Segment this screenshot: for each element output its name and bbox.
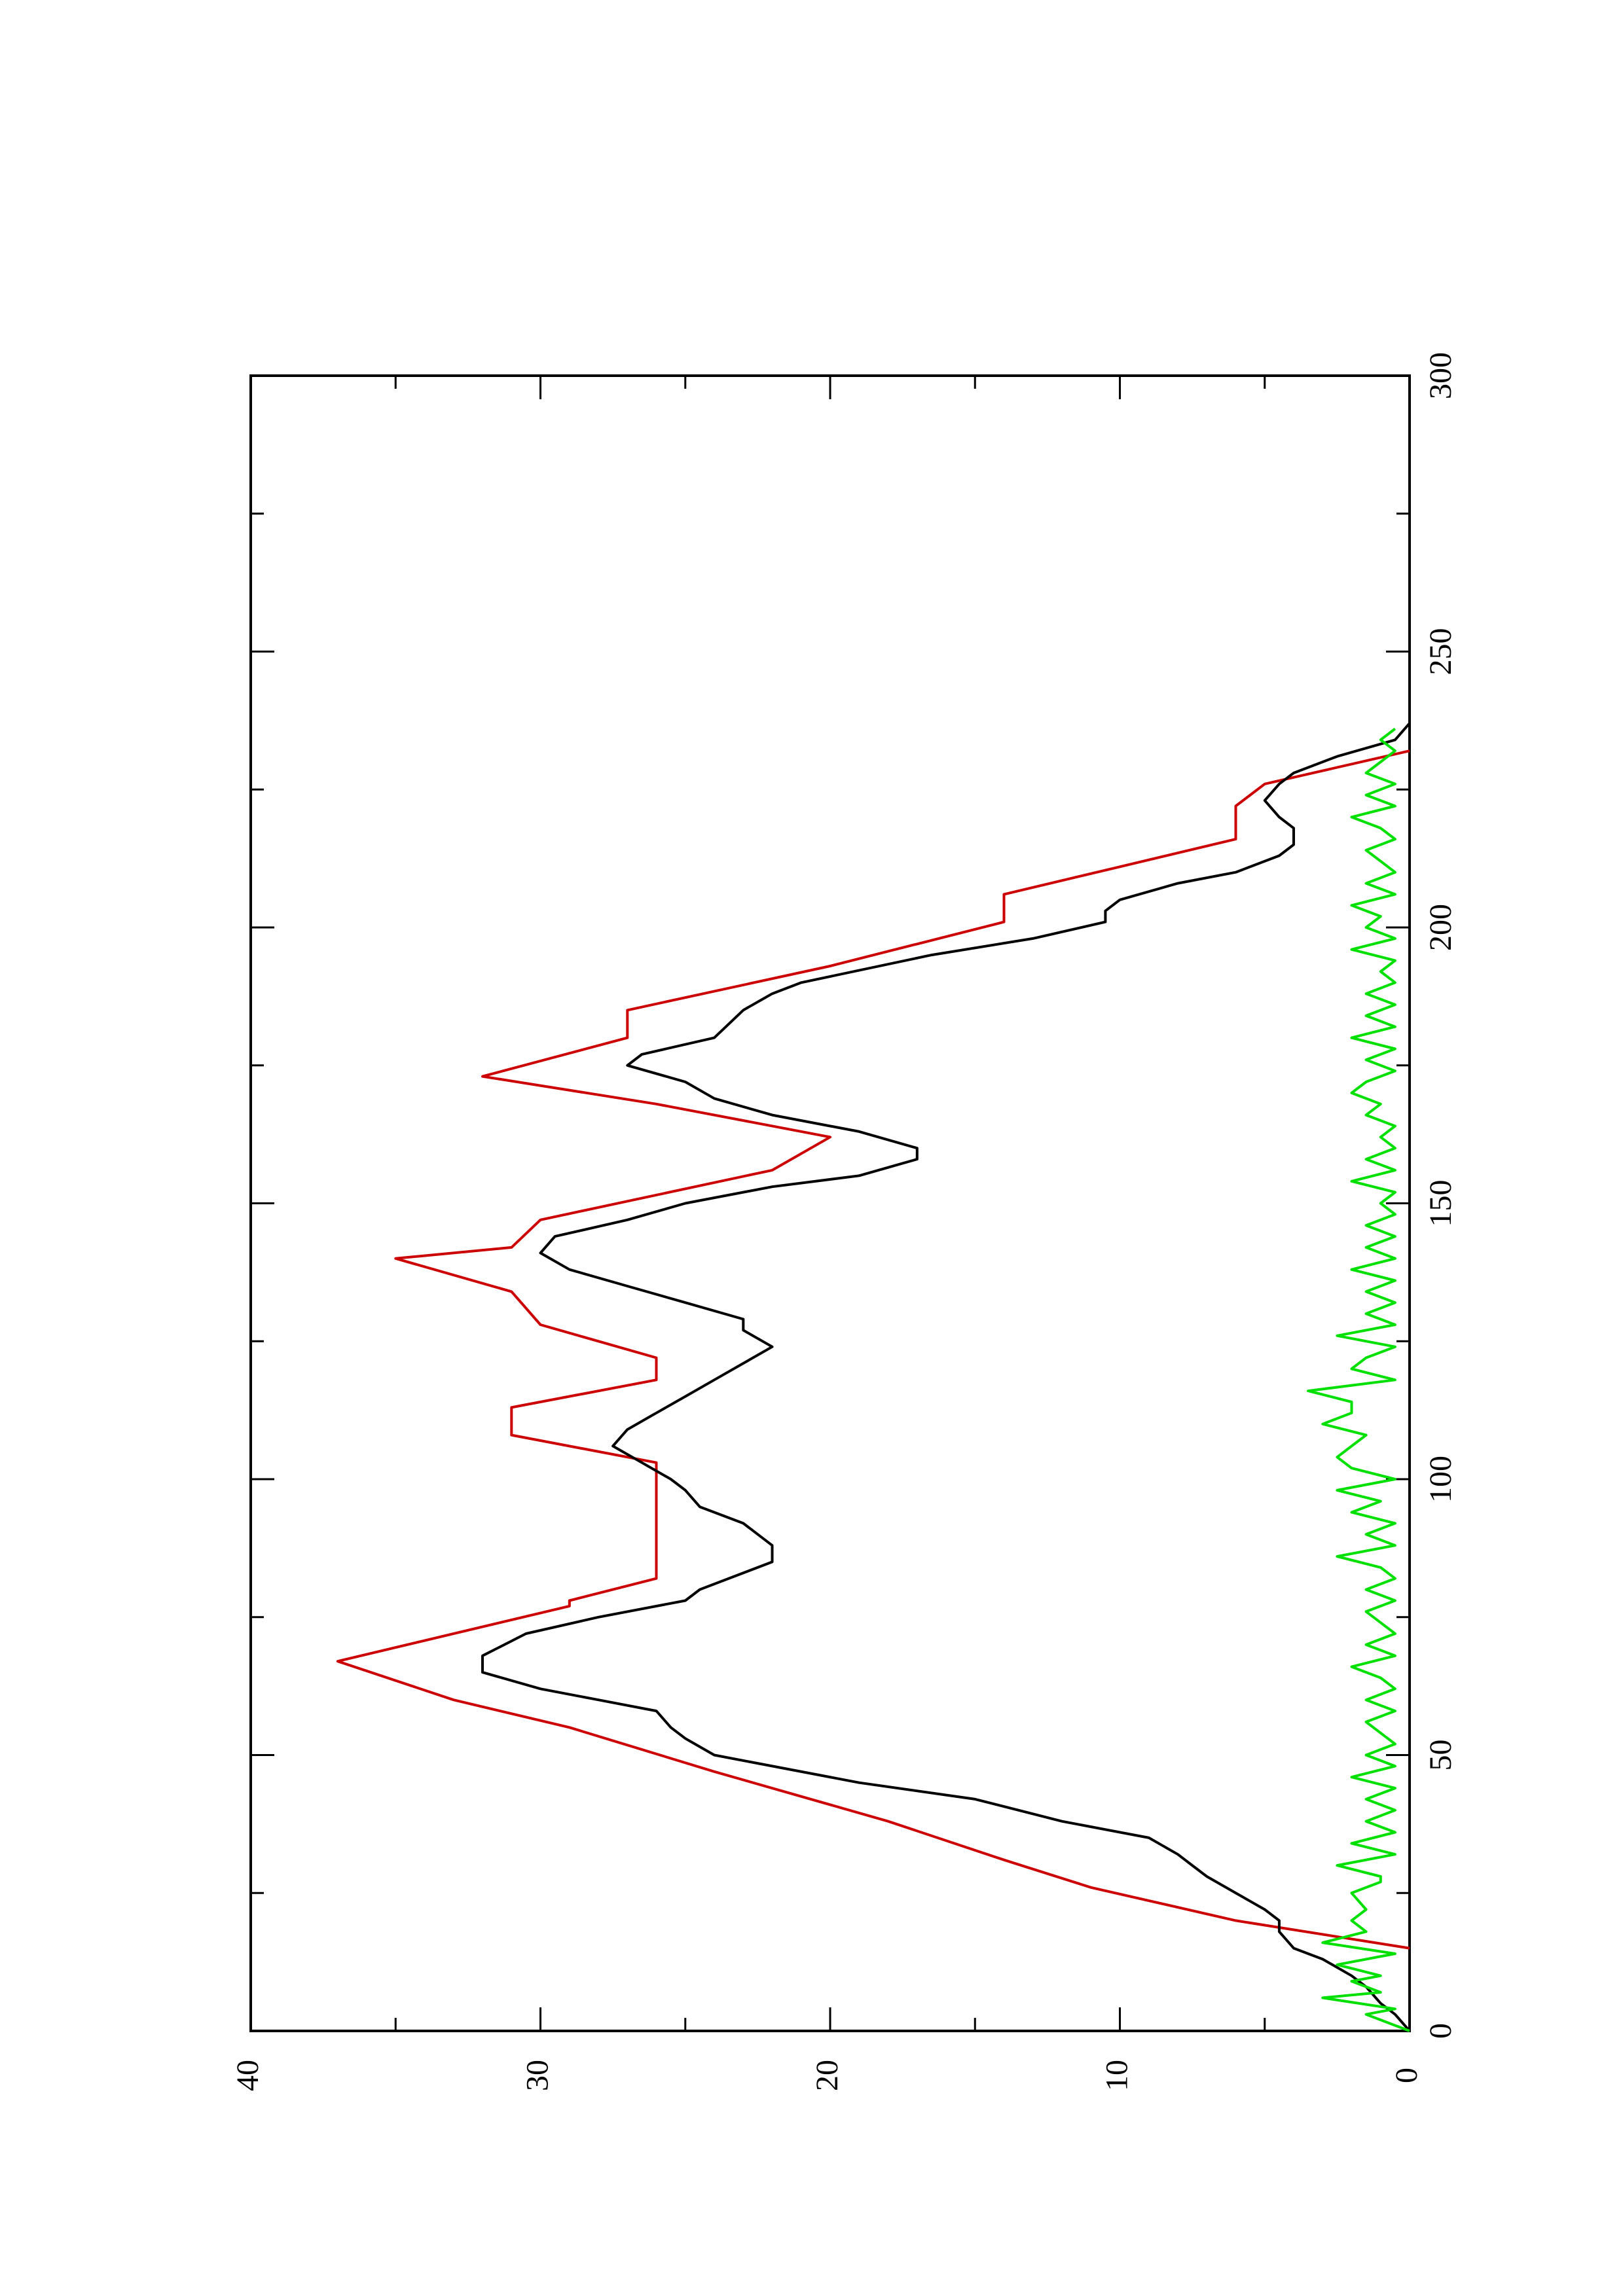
x-tick-label: 200: [1423, 904, 1458, 951]
x-tick-label: 0: [1423, 2023, 1458, 2039]
series-line-2: [481, 722, 1411, 2032]
y-tick-label: 10: [1100, 2060, 1135, 2091]
x-tick-label: 50: [1423, 1740, 1458, 1771]
axis-tick-labels: 0 50 100 150 200 250 300 0 10 20 30 40: [230, 352, 1458, 2091]
axis-ticks: [249, 374, 1411, 2032]
y-tick-label: 40: [230, 2060, 265, 2091]
plot-frame: [249, 374, 1411, 2032]
x-tick-label: 300: [1423, 352, 1458, 399]
x-tick-label: 100: [1423, 1456, 1458, 1503]
series-lines: [336, 722, 1411, 2032]
y-tick-label: 20: [810, 2060, 845, 2091]
x-tick-label: 150: [1423, 1180, 1458, 1227]
series-line-3: [1307, 727, 1410, 2032]
x-tick-label: 250: [1423, 628, 1458, 675]
series-line-1: [336, 749, 1410, 1950]
y-tick-label: 30: [520, 2060, 555, 2091]
y-tick-label: 0: [1389, 2068, 1424, 2083]
